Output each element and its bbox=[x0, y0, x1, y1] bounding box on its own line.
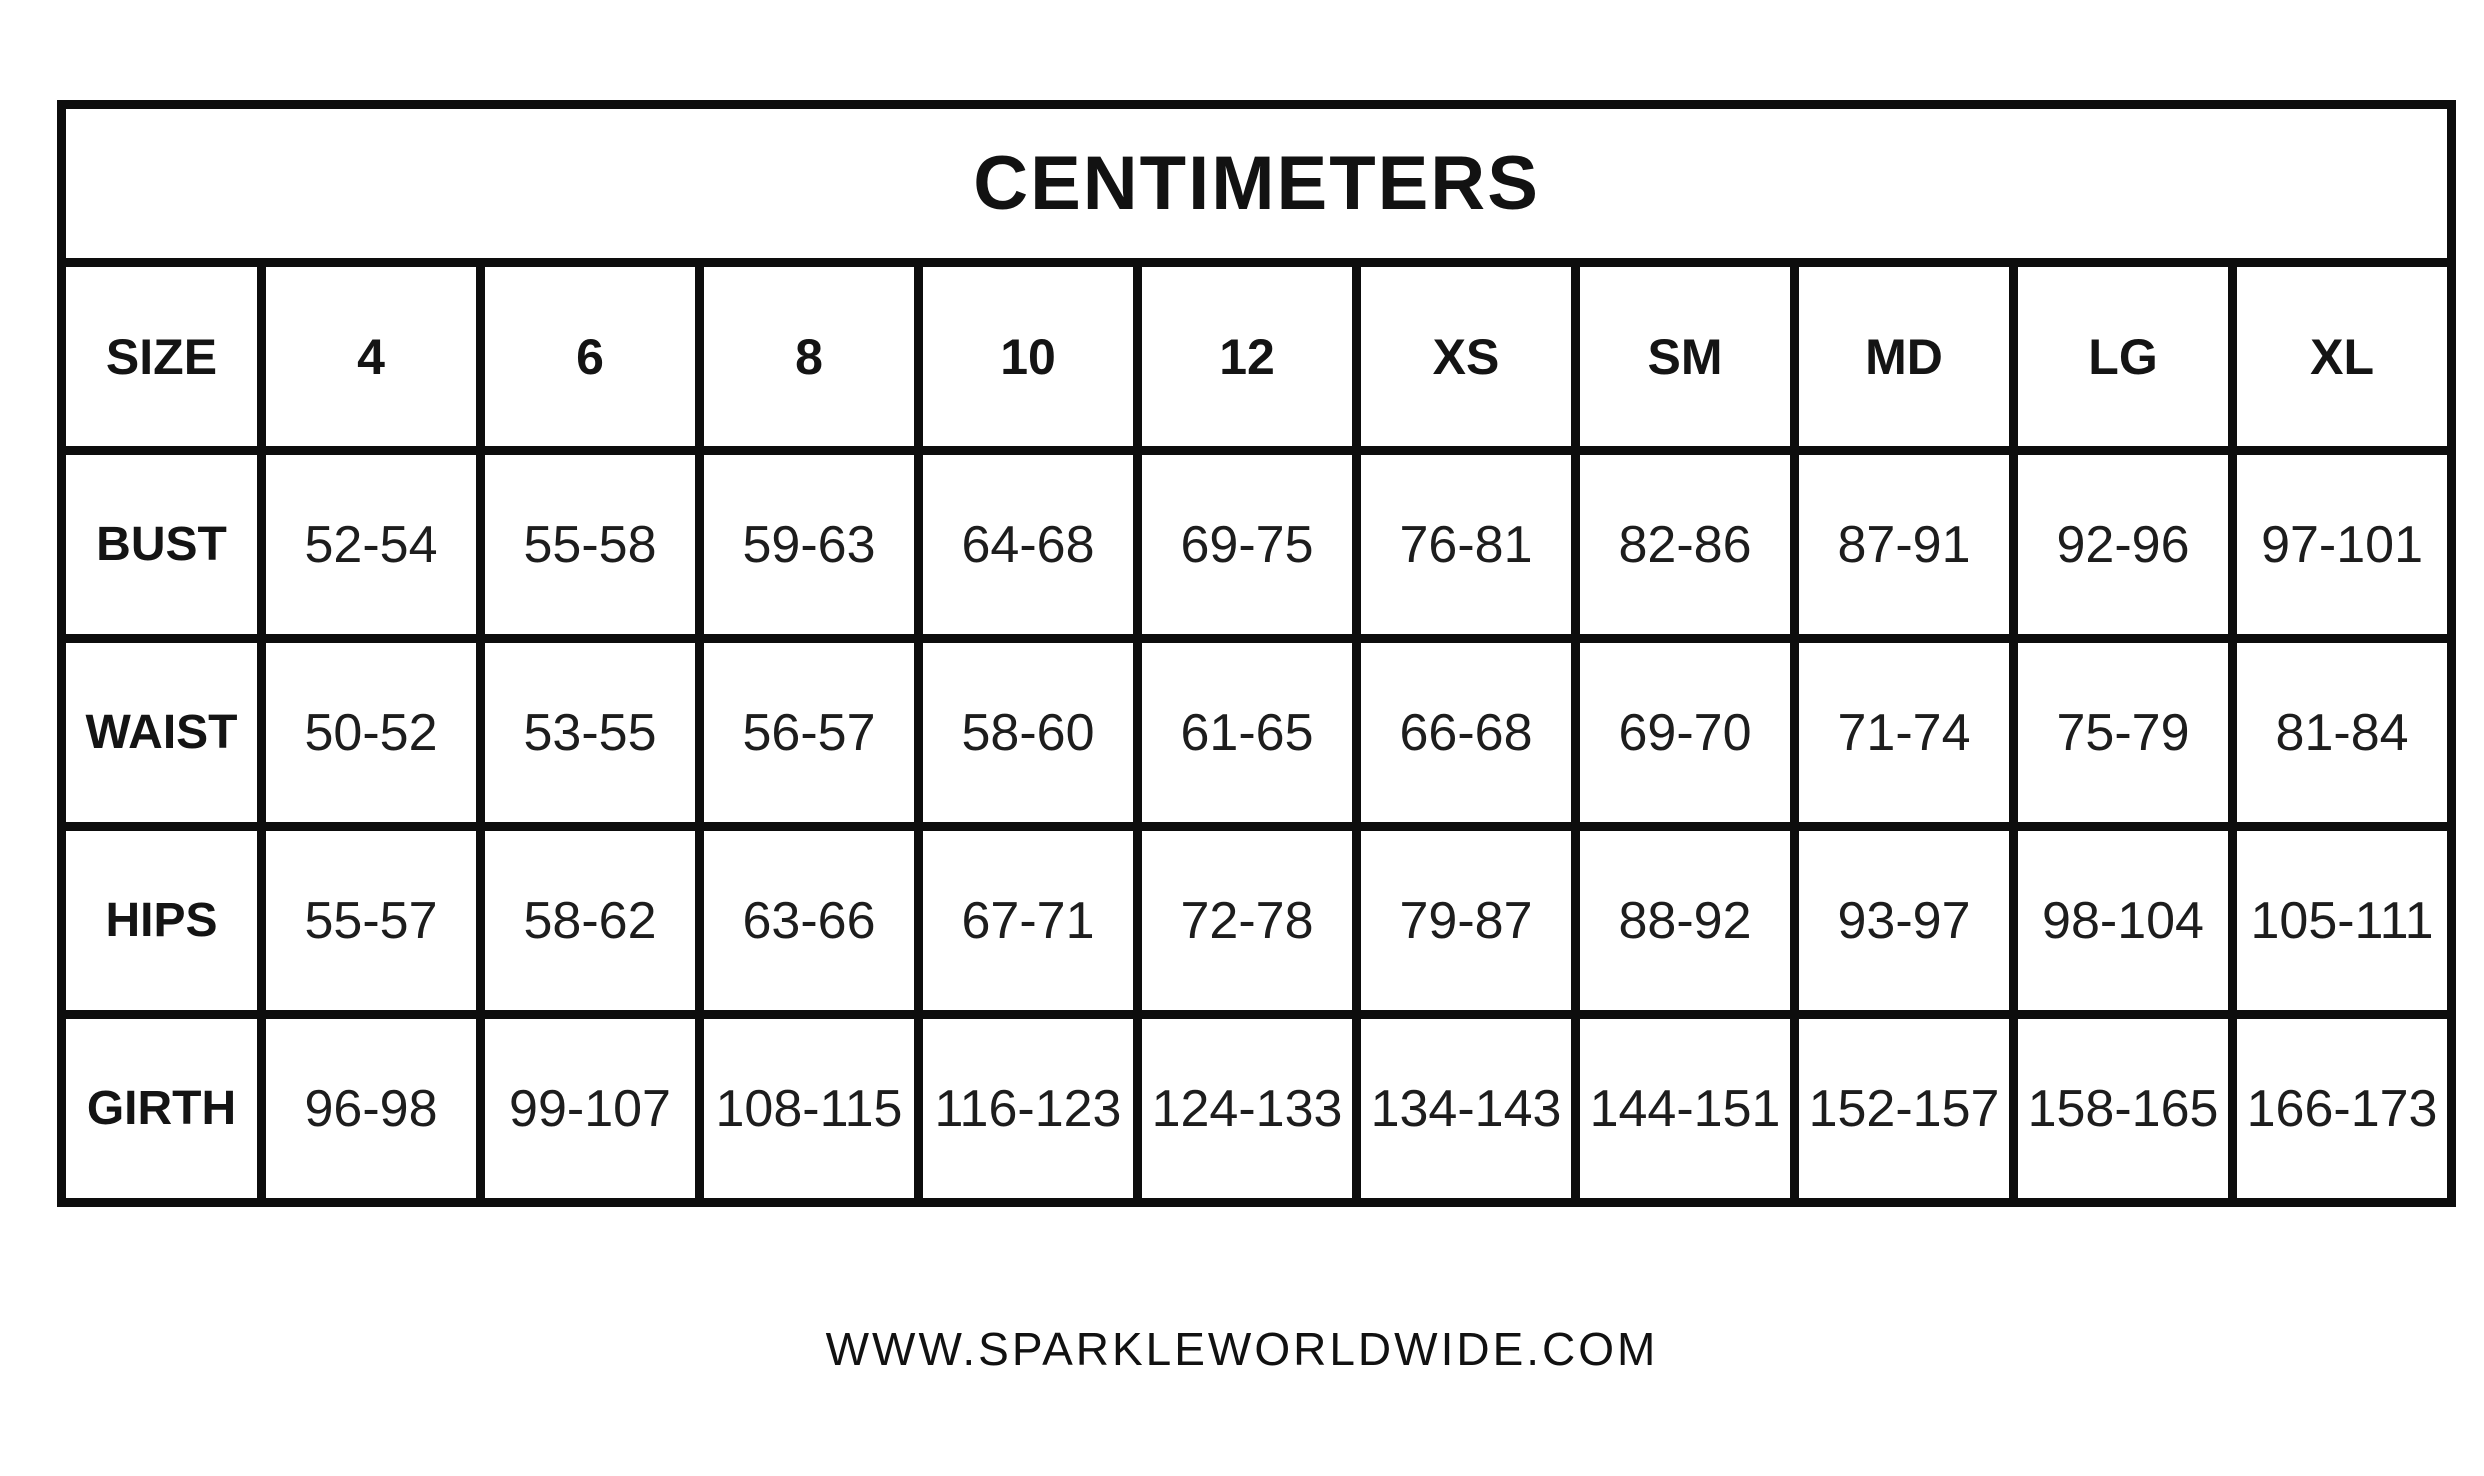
column-header-4: 4 bbox=[257, 258, 485, 455]
table-cell-hips: 58-62 bbox=[476, 822, 704, 1019]
table-cell-hips: 88-92 bbox=[1571, 822, 1799, 1019]
table-cell-waist: 71-74 bbox=[1790, 634, 2018, 831]
table-cell-bust: 52-54 bbox=[257, 446, 485, 643]
column-header-size: SIZE bbox=[57, 258, 266, 455]
table-cell-hips: 105-111 bbox=[2227, 822, 2457, 1019]
table-cell-hips: 98-104 bbox=[2009, 822, 2237, 1019]
table-cell-waist: 61-65 bbox=[1133, 634, 1361, 831]
table-cell-girth: 96-98 bbox=[257, 1010, 485, 1207]
column-header-xs: XS bbox=[1352, 258, 1580, 455]
column-header-6: 6 bbox=[476, 258, 704, 455]
table-cell-bust: 59-63 bbox=[695, 446, 923, 643]
table-row-waist: WAIST 50-52 53-55 56-57 58-60 61-65 66-68 69-70… bbox=[57, 634, 2457, 831]
centimeters-size-table: CENTIMETERS SIZE 4 6 8 10 12 XS SM MD LG XL BUST 52… bbox=[56, 100, 2457, 1207]
column-header-md: MD bbox=[1790, 258, 2018, 455]
table-cell-bust: 97-101 bbox=[2227, 446, 2457, 643]
table-cell-bust: 55-58 bbox=[476, 446, 704, 643]
table-cell-waist: 69-70 bbox=[1571, 634, 1799, 831]
row-label-bust: BUST bbox=[57, 446, 266, 643]
table-cell-girth: 158-165 bbox=[2009, 1010, 2237, 1207]
table-cell-bust: 82-86 bbox=[1571, 446, 1799, 643]
row-label-hips: HIPS bbox=[57, 822, 266, 1019]
header-row: SIZE 4 6 8 10 12 XS SM MD LG XL bbox=[57, 258, 2457, 455]
table-cell-waist: 75-79 bbox=[2009, 634, 2237, 831]
table-cell-waist: 50-52 bbox=[257, 634, 485, 831]
row-label-waist: WAIST bbox=[57, 634, 266, 831]
table-cell-bust: 76-81 bbox=[1352, 446, 1580, 643]
website-url: WWW.SPARKLEWORLDWIDE.COM bbox=[825, 1323, 1659, 1375]
table-title: CENTIMETERS bbox=[56, 100, 2457, 267]
table-cell-hips: 63-66 bbox=[695, 822, 923, 1019]
table-cell-girth: 116-123 bbox=[914, 1010, 1142, 1207]
table-cell-hips: 93-97 bbox=[1790, 822, 2018, 1019]
table-cell-hips: 67-71 bbox=[914, 822, 1142, 1019]
table-cell-hips: 72-78 bbox=[1133, 822, 1361, 1019]
table-row-girth: GIRTH 96-98 99-107 108-115 116-123 124-133 134… bbox=[57, 1010, 2457, 1207]
table-cell-bust: 92-96 bbox=[2009, 446, 2237, 643]
column-header-lg: LG bbox=[2009, 258, 2237, 455]
table-cell-girth: 144-151 bbox=[1571, 1010, 1799, 1207]
table-cell-waist: 53-55 bbox=[476, 634, 704, 831]
table-cell-waist: 58-60 bbox=[914, 634, 1142, 831]
table-cell-hips: 55-57 bbox=[257, 822, 485, 1019]
table-cell-bust: 64-68 bbox=[914, 446, 1142, 643]
column-header-8: 8 bbox=[695, 258, 923, 455]
table-row-bust: BUST 52-54 55-58 59-63 64-68 69-75 76-81 82-86 8… bbox=[57, 446, 2457, 643]
table-cell-bust: 69-75 bbox=[1133, 446, 1361, 643]
column-header-10: 10 bbox=[914, 258, 1142, 455]
table-cell-waist: 56-57 bbox=[695, 634, 923, 831]
table-cell-hips: 79-87 bbox=[1352, 822, 1580, 1019]
table-cell-girth: 134-143 bbox=[1352, 1010, 1580, 1207]
table-cell-bust: 87-91 bbox=[1790, 446, 2018, 643]
column-header-sm: SM bbox=[1571, 258, 1799, 455]
table-cell-girth: 166-173 bbox=[2227, 1010, 2457, 1207]
column-header-12: 12 bbox=[1133, 258, 1361, 455]
table-cell-girth: 152-157 bbox=[1790, 1010, 2018, 1207]
title-row: CENTIMETERS bbox=[56, 100, 2457, 267]
table-cell-girth: 124-133 bbox=[1133, 1010, 1361, 1207]
column-header-xl: XL bbox=[2227, 258, 2457, 455]
table-cell-girth: 108-115 bbox=[695, 1010, 923, 1207]
row-label-girth: GIRTH bbox=[57, 1010, 266, 1207]
table-cell-girth: 99-107 bbox=[476, 1010, 704, 1207]
table-cell-waist: 81-84 bbox=[2227, 634, 2457, 831]
table-row-hips: HIPS 55-57 58-62 63-66 67-71 72-78 79-87 88-92 9… bbox=[57, 822, 2457, 1019]
table-cell-waist: 66-68 bbox=[1352, 634, 1580, 831]
